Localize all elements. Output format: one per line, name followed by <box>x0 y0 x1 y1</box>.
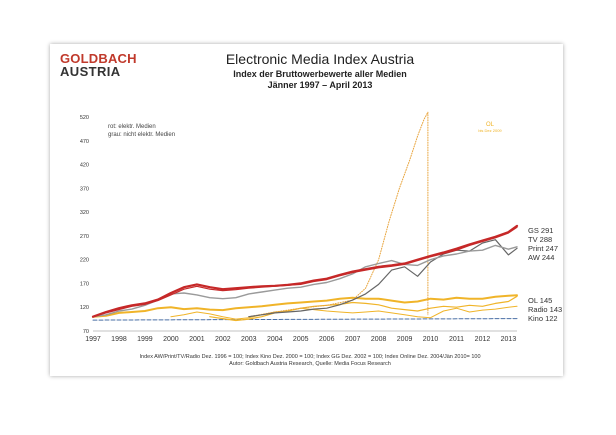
series-line-gs <box>91 224 519 318</box>
series-line-aw <box>248 239 518 318</box>
logo-austria: AUSTRIA <box>60 64 121 79</box>
y-tick-label: 320 <box>80 210 89 216</box>
y-tick-label: 170 <box>80 281 89 287</box>
footnote-index: Index AW/Print/TV/Radio Dez. 1996 = 100;… <box>139 354 481 360</box>
y-tick-label: 420 <box>80 163 89 169</box>
x-tick-label: 2002 <box>215 336 231 343</box>
series-end-label: Print 247 <box>528 244 558 253</box>
series-end-label: TV 288 <box>528 235 552 244</box>
x-tick-label: 2011 <box>449 336 464 343</box>
series-line-ol <box>92 294 518 318</box>
series-line-radio <box>209 295 518 322</box>
chart-subtitle-1: Index der Bruttowerbewerte aller Medien <box>233 69 407 79</box>
series-end-label: OL 145 <box>528 296 552 305</box>
y-tick-label: 70 <box>83 329 89 335</box>
x-tick-label: 2000 <box>163 336 179 343</box>
series-line-print <box>92 244 518 318</box>
legend-note: rot: elektr. Medien <box>108 124 156 130</box>
series-line-online <box>248 111 429 318</box>
y-tick-label: 520 <box>80 115 89 121</box>
x-tick-label: 2004 <box>267 336 283 343</box>
ol-annotation-sublabel: bis Dez 2009 <box>478 128 502 133</box>
x-tick-label: 2003 <box>241 336 257 343</box>
chart-card <box>50 44 563 376</box>
x-tick-label: 2001 <box>189 336 205 343</box>
y-tick-label: 220 <box>80 258 89 264</box>
x-tick-label: 2012 <box>475 336 491 343</box>
x-tick-label: 1999 <box>137 336 153 343</box>
footnote-source: Autor: Goldbach Austria Research, Quelle… <box>229 361 391 367</box>
y-tick-label: 120 <box>80 305 89 311</box>
logo-goldbach: GOLDBACH <box>60 51 137 66</box>
x-tick-label: 1997 <box>85 336 101 343</box>
chart-title: Electronic Media Index Austria <box>225 51 415 67</box>
x-tick-label: 2007 <box>345 336 361 343</box>
ol-annotation-label: OL <box>486 122 495 128</box>
series-end-label: AW 244 <box>528 253 554 262</box>
chart-subtitle-2: Jänner 1997 – April 2013 <box>267 80 373 90</box>
x-tick-label: 1998 <box>111 336 127 343</box>
series-end-label: GS 291 <box>528 226 553 235</box>
x-tick-label: 2010 <box>423 336 439 343</box>
series-end-label: Kino 122 <box>528 314 558 323</box>
legend-note: grau: nicht elektr. Medien <box>108 132 175 138</box>
y-tick-label: 370 <box>80 186 89 192</box>
y-tick-label: 470 <box>80 139 89 145</box>
series-line-tv <box>92 226 518 318</box>
y-tick-label: 270 <box>80 234 89 240</box>
series-line-kino <box>170 305 518 320</box>
x-tick-label: 2009 <box>397 336 413 343</box>
x-tick-label: 2008 <box>371 336 387 343</box>
x-tick-label: 2013 <box>501 336 517 343</box>
x-tick-label: 2005 <box>293 336 309 343</box>
series-line-baseline <box>92 318 518 321</box>
series-end-label: Radio 143 <box>528 305 562 314</box>
x-tick-label: 2006 <box>319 336 335 343</box>
